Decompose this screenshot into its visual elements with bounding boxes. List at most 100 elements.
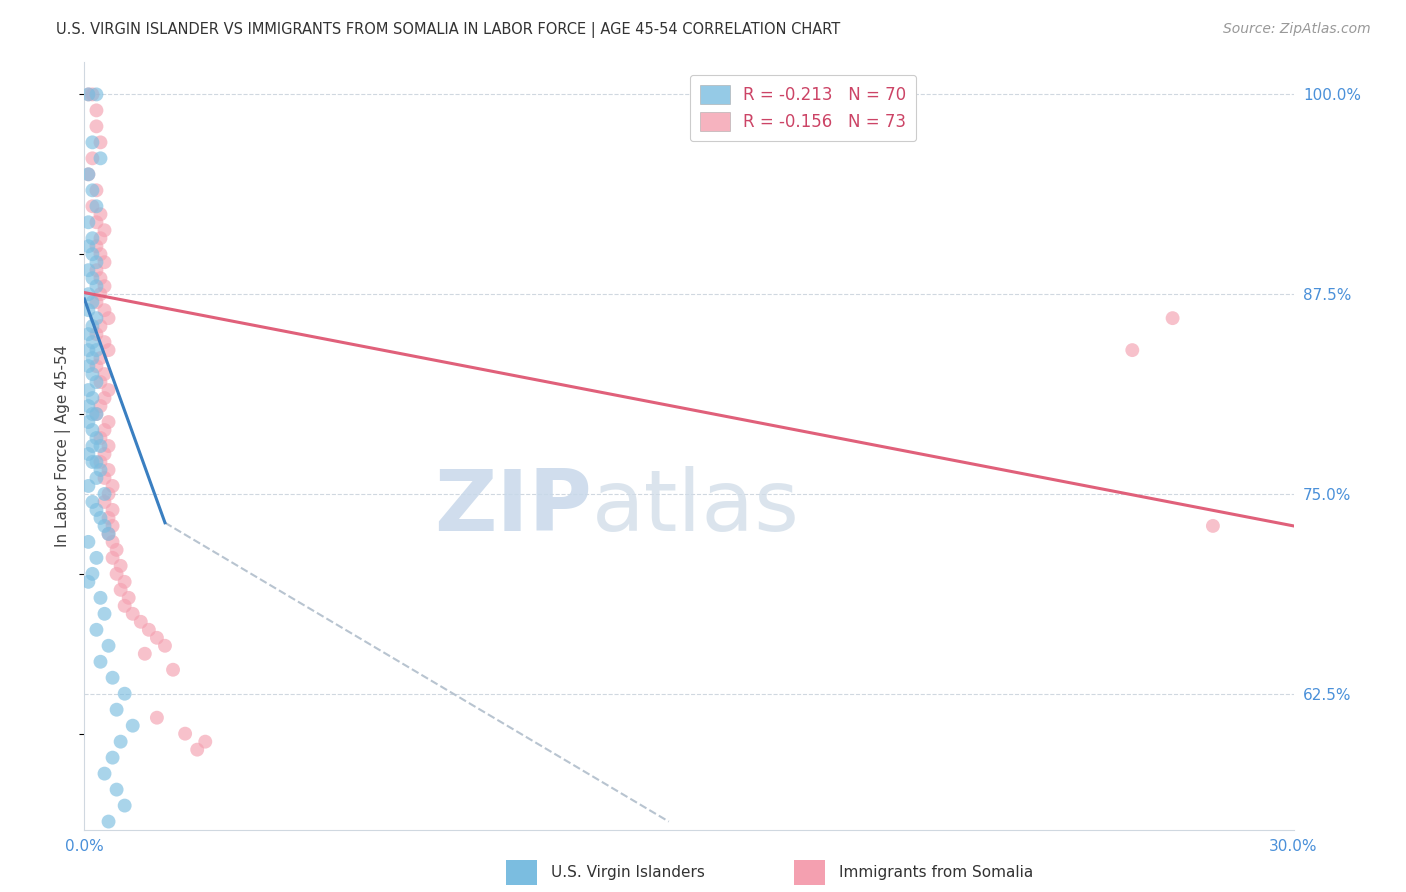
Point bbox=[97, 487, 120, 501]
Point bbox=[162, 663, 184, 677]
Point bbox=[82, 231, 104, 245]
Point bbox=[114, 687, 136, 701]
Text: U.S. Virgin Islanders: U.S. Virgin Islanders bbox=[551, 865, 704, 880]
Point bbox=[86, 471, 108, 485]
Point bbox=[101, 503, 124, 517]
Point bbox=[86, 503, 108, 517]
Point bbox=[77, 303, 100, 318]
Point bbox=[86, 375, 108, 389]
Point bbox=[93, 255, 115, 269]
Point bbox=[82, 423, 104, 437]
Point bbox=[82, 391, 104, 405]
Point bbox=[82, 295, 104, 310]
Point bbox=[134, 647, 156, 661]
Point bbox=[97, 311, 120, 326]
Text: atlas: atlas bbox=[592, 466, 800, 549]
Point bbox=[97, 814, 120, 829]
Point bbox=[82, 439, 104, 453]
Point bbox=[86, 407, 108, 421]
Point bbox=[93, 391, 115, 405]
Point bbox=[101, 750, 124, 764]
Point bbox=[101, 550, 124, 565]
Point bbox=[77, 574, 100, 589]
Point bbox=[93, 487, 115, 501]
Y-axis label: In Labor Force | Age 45-54: In Labor Force | Age 45-54 bbox=[55, 345, 72, 547]
Point bbox=[77, 535, 100, 549]
Point bbox=[86, 550, 108, 565]
Point bbox=[89, 375, 111, 389]
Text: Immigrants from Somalia: Immigrants from Somalia bbox=[839, 865, 1033, 880]
Point bbox=[82, 199, 104, 213]
Point bbox=[114, 574, 136, 589]
Point bbox=[146, 711, 169, 725]
Point bbox=[89, 655, 111, 669]
Point bbox=[89, 351, 111, 365]
Point bbox=[1161, 311, 1184, 326]
Point bbox=[105, 703, 128, 717]
Point bbox=[89, 231, 111, 245]
Point bbox=[77, 263, 100, 277]
Point bbox=[86, 215, 108, 229]
Point bbox=[89, 439, 111, 453]
Point bbox=[114, 599, 136, 613]
Point bbox=[1121, 343, 1143, 358]
Point bbox=[93, 607, 115, 621]
Point bbox=[93, 303, 115, 318]
Point bbox=[86, 255, 108, 269]
Point bbox=[1202, 519, 1225, 533]
Point bbox=[97, 463, 120, 477]
Point bbox=[82, 495, 104, 509]
Point bbox=[89, 591, 111, 605]
Point bbox=[97, 415, 120, 429]
Point bbox=[101, 671, 124, 685]
Point bbox=[77, 399, 100, 413]
Point bbox=[97, 527, 120, 541]
Point bbox=[97, 639, 120, 653]
Point bbox=[129, 615, 152, 629]
Point bbox=[101, 519, 124, 533]
Point bbox=[86, 311, 108, 326]
Point bbox=[77, 87, 100, 102]
Point bbox=[77, 359, 100, 373]
Point bbox=[82, 351, 104, 365]
Point bbox=[97, 439, 120, 453]
Point bbox=[86, 327, 108, 342]
Point bbox=[93, 335, 115, 350]
Point bbox=[82, 319, 104, 334]
Point bbox=[82, 247, 104, 261]
Point bbox=[86, 623, 108, 637]
Point bbox=[89, 463, 111, 477]
Point bbox=[89, 207, 111, 221]
Point bbox=[89, 431, 111, 445]
Point bbox=[82, 152, 104, 166]
Point bbox=[97, 511, 120, 525]
Point bbox=[77, 343, 100, 358]
Point bbox=[82, 367, 104, 381]
Point bbox=[86, 87, 108, 102]
Point bbox=[174, 727, 197, 741]
Point bbox=[110, 734, 132, 748]
Point bbox=[105, 782, 128, 797]
Point bbox=[186, 742, 208, 756]
Point bbox=[93, 279, 115, 293]
Point bbox=[77, 167, 100, 181]
Point bbox=[77, 167, 100, 181]
Point bbox=[89, 511, 111, 525]
Point bbox=[86, 431, 108, 445]
Point bbox=[110, 582, 132, 597]
Point bbox=[82, 407, 104, 421]
Point bbox=[77, 479, 100, 493]
Text: U.S. VIRGIN ISLANDER VS IMMIGRANTS FROM SOMALIA IN LABOR FORCE | AGE 45-54 CORRE: U.S. VIRGIN ISLANDER VS IMMIGRANTS FROM … bbox=[56, 22, 841, 38]
Point bbox=[86, 103, 108, 118]
Point bbox=[86, 199, 108, 213]
Point bbox=[93, 423, 115, 437]
Point bbox=[86, 279, 108, 293]
Point bbox=[97, 527, 120, 541]
Point bbox=[86, 359, 108, 373]
Point bbox=[86, 407, 108, 421]
Point bbox=[77, 87, 100, 102]
Text: ZIP: ZIP bbox=[434, 466, 592, 549]
Point bbox=[89, 399, 111, 413]
Point bbox=[121, 719, 143, 733]
Point bbox=[77, 327, 100, 342]
